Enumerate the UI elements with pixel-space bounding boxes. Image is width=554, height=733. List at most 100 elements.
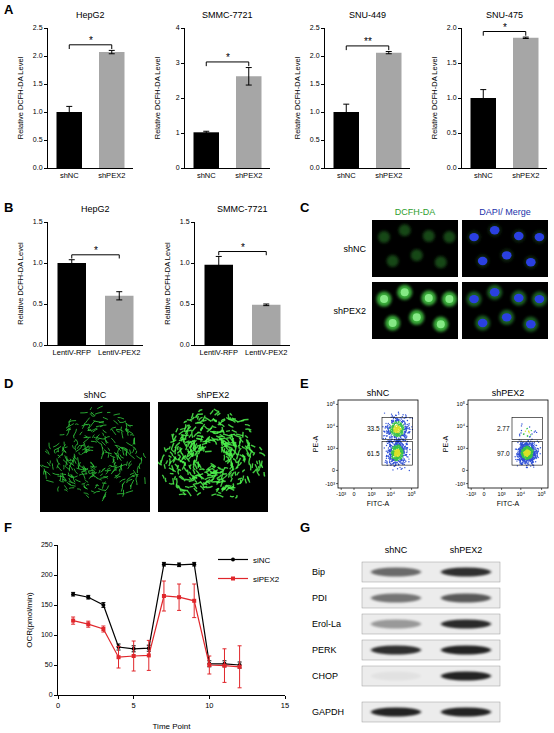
svg-text:shPEX2: shPEX2 <box>450 545 483 555</box>
svg-text:PE-A: PE-A <box>312 436 319 453</box>
svg-text:shPEX2: shPEX2 <box>98 171 125 180</box>
svg-text:0.0: 0.0 <box>310 164 320 171</box>
svg-text:*: * <box>94 245 98 256</box>
svg-text:shNC: shNC <box>367 388 390 398</box>
svg-text:-10³: -10³ <box>455 481 465 487</box>
svg-text:shPEX2: shPEX2 <box>492 388 525 398</box>
svg-text:shNC: shNC <box>197 171 216 180</box>
svg-text:0: 0 <box>176 164 180 171</box>
svg-text:100: 100 <box>41 631 53 638</box>
svg-text:*: * <box>226 52 230 63</box>
svg-text:shNC: shNC <box>343 244 366 254</box>
svg-text:E: E <box>300 376 309 391</box>
svg-text:33.5: 33.5 <box>367 425 380 432</box>
svg-text:10⁴: 10⁴ <box>327 423 336 429</box>
svg-text:0: 0 <box>462 467 465 473</box>
svg-text:shNC: shNC <box>337 171 356 180</box>
svg-text:D: D <box>4 376 13 391</box>
svg-text:150: 150 <box>41 601 53 608</box>
svg-text:1: 1 <box>176 129 180 136</box>
svg-text:F: F <box>4 520 12 535</box>
svg-text:LentiV-PEX2: LentiV-PEX2 <box>98 348 141 357</box>
svg-text:CHOP: CHOP <box>312 671 338 681</box>
svg-text:61.5: 61.5 <box>367 450 380 457</box>
svg-text:G: G <box>300 520 310 535</box>
svg-text:10: 10 <box>205 701 213 710</box>
svg-text:Relative DCFH-DA Level: Relative DCFH-DA Level <box>293 56 302 139</box>
svg-text:-10³: -10³ <box>325 481 335 487</box>
svg-text:10⁵: 10⁵ <box>537 491 545 497</box>
svg-text:shNC: shNC <box>60 171 79 180</box>
svg-text:15: 15 <box>281 701 289 710</box>
svg-text:0.5: 0.5 <box>33 136 43 143</box>
svg-text:1.0: 1.0 <box>180 259 190 266</box>
svg-text:10⁴: 10⁴ <box>517 491 526 497</box>
svg-text:0.5: 0.5 <box>310 136 320 143</box>
svg-text:1.5: 1.5 <box>180 218 190 225</box>
svg-text:OCR(pmol/min): OCR(pmol/min) <box>25 592 34 648</box>
svg-text:5: 5 <box>132 701 136 710</box>
svg-text:LentiV-RFP: LentiV-RFP <box>200 348 238 357</box>
svg-text:10⁵: 10⁵ <box>407 491 415 497</box>
svg-text:2.0: 2.0 <box>33 52 43 59</box>
svg-text:4: 4 <box>176 24 180 31</box>
svg-text:GAPDH: GAPDH <box>312 707 344 717</box>
svg-text:DCFH-DA: DCFH-DA <box>395 207 436 217</box>
svg-text:2.0: 2.0 <box>447 24 457 31</box>
svg-text:1.0: 1.0 <box>447 94 457 101</box>
svg-text:2.5: 2.5 <box>33 24 43 31</box>
svg-text:10³: 10³ <box>327 445 335 451</box>
svg-text:0.0: 0.0 <box>33 341 43 348</box>
svg-text:50: 50 <box>45 661 53 668</box>
svg-text:0.5: 0.5 <box>33 300 43 307</box>
svg-text:0: 0 <box>49 691 53 698</box>
svg-text:2.77: 2.77 <box>497 425 510 432</box>
svg-text:2.5: 2.5 <box>310 24 320 31</box>
svg-text:Relative DCFH-DA Level: Relative DCFH-DA Level <box>16 56 25 139</box>
svg-text:97.0: 97.0 <box>497 450 510 457</box>
svg-text:0: 0 <box>332 467 335 473</box>
svg-text:Relative DCFH-DA Level: Relative DCFH-DA Level <box>163 242 172 325</box>
svg-text:200: 200 <box>41 571 53 578</box>
svg-text:0.5: 0.5 <box>447 129 457 136</box>
svg-text:0.0: 0.0 <box>33 164 43 171</box>
svg-text:10³: 10³ <box>457 445 465 451</box>
svg-text:3: 3 <box>176 59 180 66</box>
svg-text:siPEX2: siPEX2 <box>253 575 280 584</box>
svg-text:shNC: shNC <box>84 390 107 400</box>
svg-text:HepG2: HepG2 <box>81 204 110 214</box>
svg-text:Relative DCFH-DA Level: Relative DCFH-DA Level <box>430 56 439 139</box>
svg-text:shPEX2: shPEX2 <box>235 171 262 180</box>
svg-text:PDI: PDI <box>312 593 327 603</box>
svg-text:-10³: -10³ <box>336 491 346 497</box>
svg-text:shPEX2: shPEX2 <box>512 171 539 180</box>
svg-text:*: * <box>89 35 93 46</box>
svg-text:0.0: 0.0 <box>180 341 190 348</box>
svg-text:Relative DCFH-DA Level: Relative DCFH-DA Level <box>153 56 162 139</box>
svg-text:10³: 10³ <box>368 491 376 497</box>
svg-text:HepG2: HepG2 <box>76 10 105 20</box>
svg-text:PE-A: PE-A <box>442 436 449 453</box>
svg-text:shPEX2: shPEX2 <box>375 171 402 180</box>
svg-text:shNC: shNC <box>474 171 493 180</box>
svg-text:*: * <box>503 22 507 33</box>
svg-text:SMMC-7721: SMMC-7721 <box>202 10 253 20</box>
svg-text:LentiV-RFP: LentiV-RFP <box>53 348 91 357</box>
svg-text:C: C <box>300 200 310 215</box>
svg-text:1.5: 1.5 <box>310 80 320 87</box>
svg-text:A: A <box>4 2 14 17</box>
svg-text:SNU-475: SNU-475 <box>486 10 523 20</box>
svg-text:FITC-A: FITC-A <box>497 500 520 507</box>
svg-text:Relative DCFH-DA Level: Relative DCFH-DA Level <box>16 242 25 325</box>
svg-text:Erol-La: Erol-La <box>312 619 341 629</box>
svg-text:1.0: 1.0 <box>33 259 43 266</box>
svg-text:shNC: shNC <box>385 545 408 555</box>
svg-text:0: 0 <box>56 701 60 710</box>
svg-text:FITC-A: FITC-A <box>367 500 390 507</box>
svg-text:Bip: Bip <box>312 567 325 577</box>
svg-text:0.0: 0.0 <box>447 164 457 171</box>
svg-text:**: ** <box>364 36 372 47</box>
svg-text:250: 250 <box>41 541 53 548</box>
svg-text:B: B <box>4 200 13 215</box>
svg-text:10⁴: 10⁴ <box>387 491 396 497</box>
